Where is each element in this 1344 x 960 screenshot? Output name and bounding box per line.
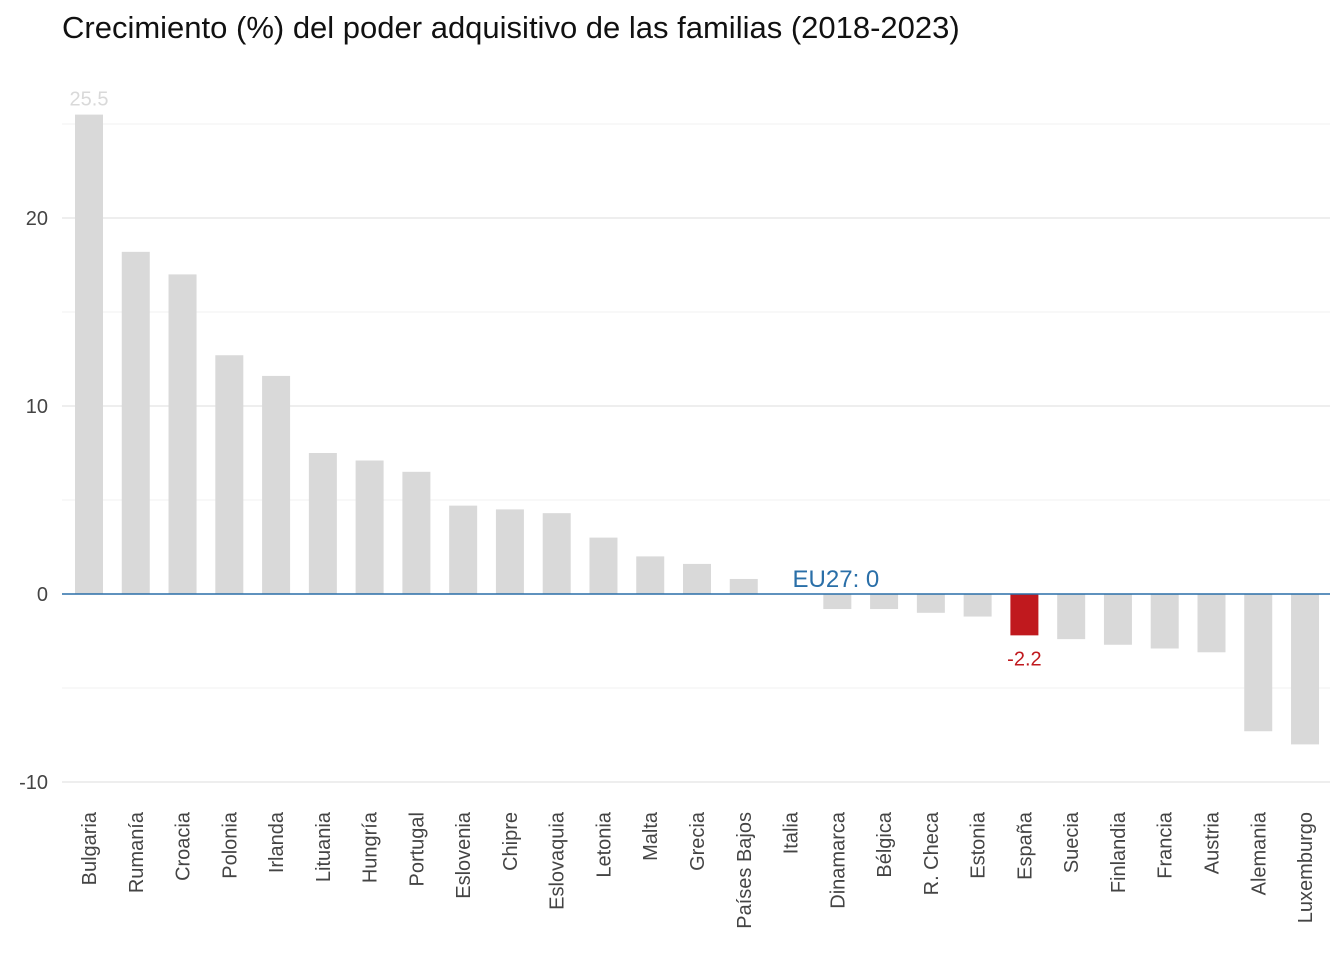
x-tick-label-r-checa: R. Checa <box>921 811 943 895</box>
bar-irlanda <box>262 375 291 594</box>
x-tick-label-letonia: Letonia <box>593 811 615 877</box>
x-tick-label-eslovenia: Eslovenia <box>453 811 475 899</box>
bar-finlandia <box>1103 594 1132 645</box>
y-tick-label: -10 <box>19 772 48 794</box>
x-tick-label-portugal: Portugal <box>406 812 428 887</box>
x-tick-label-bulgaria: Bulgaria <box>79 811 101 885</box>
bar-bulgaria <box>75 114 103 594</box>
x-tick-label-malta: Malta <box>640 811 662 861</box>
x-tick-label-rumania: Rumanía <box>126 811 148 893</box>
x-tick-label-paises-bajos: Países Bajos <box>734 812 756 929</box>
bar-francia <box>1150 594 1179 649</box>
x-tick-label-chipre: Chipre <box>500 812 522 871</box>
x-tick-label-espana: España <box>1014 811 1036 880</box>
data-label-bulgaria: 25.5 <box>70 89 109 111</box>
x-tick-label-alemania: Alemania <box>1248 811 1270 895</box>
x-tick-label-croacia: Croacia <box>173 811 195 881</box>
grid-lines <box>62 123 1330 783</box>
y-tick-label: 0 <box>37 584 48 606</box>
bar-grecia <box>683 563 712 594</box>
bar-alemania <box>1244 594 1273 732</box>
x-tick-label-italia: Italia <box>781 811 803 854</box>
x-tick-label-luxemburgo: Luxemburgo <box>1295 812 1317 923</box>
bar-letonia <box>589 537 618 594</box>
bar-estonia <box>963 594 992 617</box>
bar-dinamarca <box>823 594 852 610</box>
data-label-espana: -2.2 <box>1007 648 1041 670</box>
x-tick-label-suecia: Suecia <box>1061 811 1083 873</box>
chart-title: Crecimiento (%) del poder adquisitivo de… <box>62 10 960 45</box>
x-tick-label-finlandia: Finlandia <box>1108 811 1130 893</box>
bar-malta <box>636 556 665 594</box>
x-tick-label-polonia: Polonia <box>219 811 241 879</box>
x-tick-label-lituania: Lituania <box>313 811 335 882</box>
x-tick-label-grecia: Grecia <box>687 811 709 871</box>
bar-austria <box>1197 594 1226 653</box>
bar-eslovaquia <box>542 513 571 594</box>
x-tick-label-eslovaquia: Eslovaquia <box>547 811 569 910</box>
bar-lituania <box>308 453 337 594</box>
bar-eslovenia <box>449 505 478 594</box>
bar-luxemburgo <box>1291 594 1320 745</box>
bar-portugal <box>402 471 431 594</box>
x-tick-label-irlanda: Irlanda <box>266 811 288 873</box>
x-tick-label-francia: Francia <box>1155 811 1177 879</box>
bar-polonia <box>215 355 244 594</box>
x-tick-label-austria: Austria <box>1201 811 1223 874</box>
x-tick-label-belgica: Bélgica <box>874 811 896 877</box>
eu27-reference-label: EU27: 0 <box>793 566 880 593</box>
bar-paises-bajos <box>729 578 758 594</box>
bars <box>75 114 1320 745</box>
bar-rumania <box>121 251 150 594</box>
x-tick-label-estonia: Estonia <box>968 811 990 879</box>
labels: -10 0 10 20 Bulgaria Rumanía Croacia Polonia Irl… <box>19 89 1317 929</box>
x-tick-label-dinamarca: Dinamarca <box>827 811 849 909</box>
bar-suecia <box>1057 594 1086 640</box>
bar-r-checa <box>916 594 945 613</box>
bar-croacia <box>168 274 197 594</box>
bar-espana <box>1010 594 1039 636</box>
bar-chipre <box>495 509 524 594</box>
y-tick-label: 20 <box>26 208 48 230</box>
y-tick-label: 10 <box>26 396 48 418</box>
x-tick-label-hungria: Hungría <box>360 811 382 883</box>
bar-hungria <box>355 460 384 594</box>
bar-belgica <box>870 594 899 610</box>
